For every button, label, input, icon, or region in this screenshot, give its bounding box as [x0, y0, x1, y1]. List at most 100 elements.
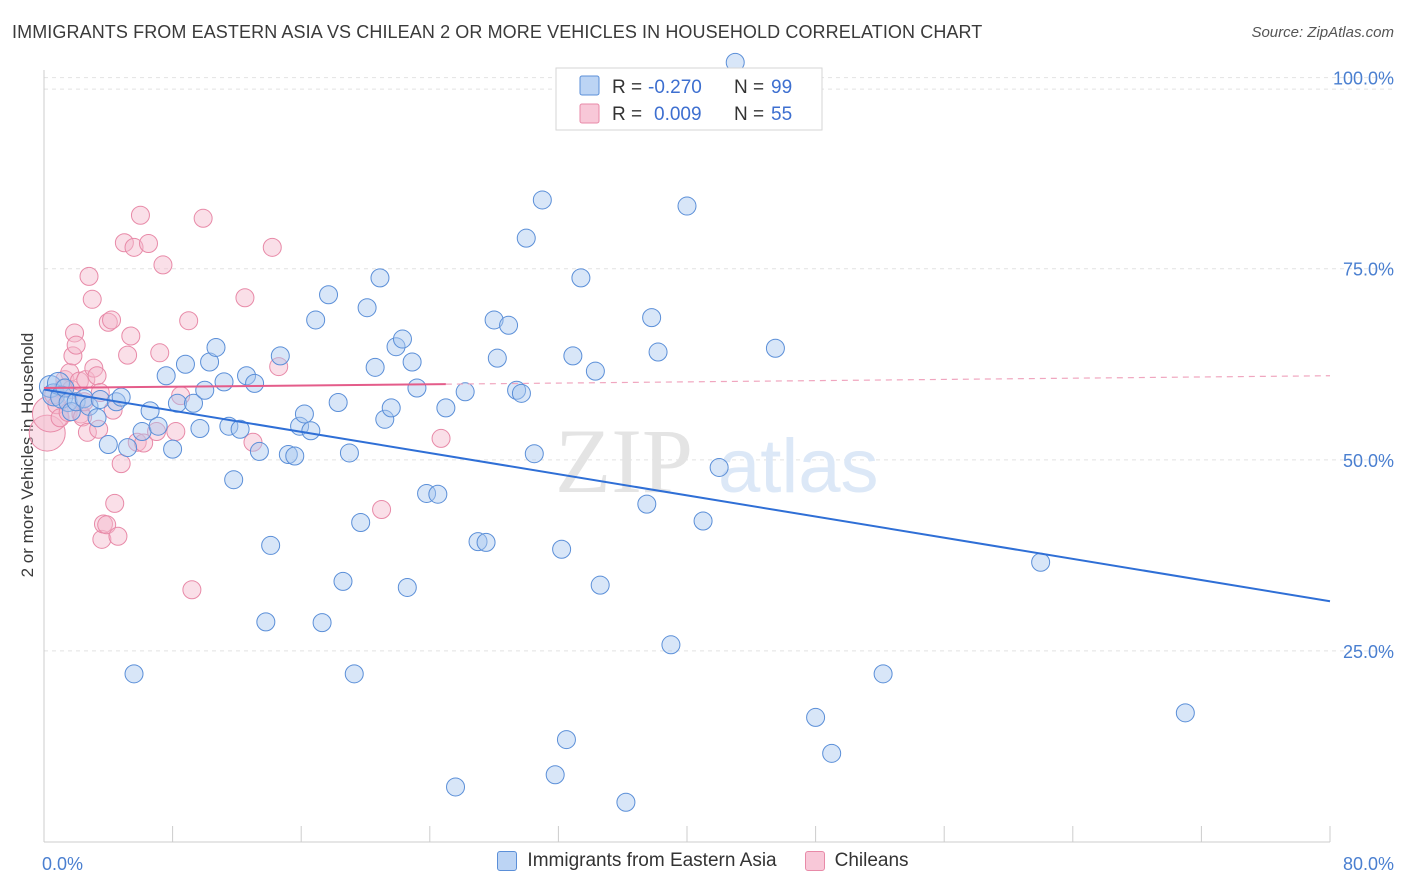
point-eastern-asia — [637, 494, 657, 514]
trend-lines — [43, 375, 1331, 603]
point-eastern-asia — [357, 298, 377, 318]
point-eastern-asia — [556, 730, 576, 750]
point-eastern-asia — [175, 354, 195, 374]
legend-r-label-1: R = — [612, 77, 642, 98]
point-chileans — [262, 237, 282, 257]
eastern-asia-points — [38, 52, 1195, 812]
point-eastern-asia — [402, 352, 422, 372]
point-chileans — [243, 432, 263, 452]
point-eastern-asia — [563, 346, 583, 366]
point-eastern-asia — [319, 285, 339, 305]
trend-line-chileans-extension — [445, 375, 1331, 385]
point-eastern-asia — [285, 446, 305, 466]
point-chileans — [28, 414, 66, 452]
point-eastern-asia — [224, 470, 244, 490]
point-chileans — [87, 366, 107, 386]
point-eastern-asia — [256, 612, 276, 632]
trend-line-eastern-asia — [43, 388, 1331, 603]
point-chileans — [111, 454, 131, 474]
legend-n-label-1: N = — [734, 77, 764, 98]
legend-n-label-2: N = — [734, 104, 764, 125]
y-tick-label: 25.0% — [1343, 642, 1394, 662]
point-eastern-asia — [214, 372, 234, 392]
point-eastern-asia — [294, 404, 314, 424]
point-chileans — [166, 422, 186, 442]
point-chileans — [121, 326, 141, 346]
point-chileans — [108, 526, 128, 546]
point-eastern-asia — [249, 441, 269, 461]
point-eastern-asia — [1031, 552, 1051, 572]
legend-swatch-eastern-asia — [497, 851, 518, 871]
point-eastern-asia — [306, 310, 326, 330]
point-eastern-asia — [511, 383, 531, 403]
point-eastern-asia — [237, 366, 257, 386]
point-eastern-asia — [375, 409, 395, 429]
point-chileans — [179, 311, 199, 331]
point-chileans — [372, 500, 392, 520]
point-eastern-asia — [516, 228, 536, 248]
point-eastern-asia — [524, 444, 544, 464]
point-chileans — [66, 335, 86, 355]
point-eastern-asia — [365, 357, 385, 377]
point-eastern-asia — [487, 348, 507, 368]
point-eastern-asia — [765, 338, 785, 358]
point-eastern-asia — [200, 352, 220, 372]
point-chileans — [150, 343, 170, 363]
point-eastern-asia — [499, 315, 519, 335]
point-eastern-asia — [648, 342, 668, 362]
point-eastern-asia — [677, 196, 697, 216]
point-eastern-asia — [312, 613, 332, 633]
point-eastern-asia — [124, 664, 144, 684]
point-eastern-asia — [822, 743, 842, 763]
y-tick-label: 100.0% — [1333, 69, 1394, 89]
point-eastern-asia — [344, 664, 364, 684]
watermark: ZIP atlas — [555, 410, 879, 512]
point-eastern-asia — [156, 366, 176, 386]
point-chileans — [235, 288, 255, 308]
point-chileans — [92, 529, 112, 549]
watermark-atlas: atlas — [718, 424, 879, 509]
x-tick-label-max: 80.0% — [1343, 854, 1394, 874]
point-eastern-asia — [301, 421, 321, 441]
legend-swatch-chileans — [804, 851, 825, 871]
point-eastern-asia — [446, 777, 466, 797]
point-chileans — [102, 310, 122, 330]
legend-n-value-1: 99 — [771, 77, 792, 98]
point-eastern-asia — [590, 575, 610, 595]
grid-lines — [44, 77, 1392, 652]
point-eastern-asia — [386, 337, 406, 357]
y-tick-label: 50.0% — [1343, 451, 1394, 471]
legend-r-label-2: R = — [612, 104, 642, 125]
point-eastern-asia — [642, 308, 662, 328]
y-tick-label: 75.0% — [1343, 260, 1394, 280]
point-eastern-asia — [190, 418, 210, 438]
point-chileans — [79, 266, 99, 286]
point-eastern-asia — [709, 457, 729, 477]
point-chileans — [124, 237, 144, 257]
point-eastern-asia — [278, 444, 298, 464]
point-eastern-asia — [476, 532, 496, 552]
point-eastern-asia — [230, 419, 250, 439]
point-eastern-asia — [245, 373, 265, 393]
point-eastern-asia — [661, 635, 681, 655]
point-eastern-asia — [428, 484, 448, 504]
point-eastern-asia — [693, 511, 713, 531]
point-eastern-asia — [339, 443, 359, 463]
point-chileans — [82, 289, 102, 309]
point-eastern-asia — [381, 398, 401, 418]
x-tick-label-min: 0.0% — [42, 854, 83, 874]
point-eastern-asia — [328, 392, 348, 412]
point-eastern-asia — [118, 438, 138, 458]
point-eastern-asia — [407, 378, 427, 398]
point-eastern-asia — [163, 439, 183, 459]
point-eastern-asia — [585, 361, 605, 381]
legend-swatch-blue — [579, 75, 600, 96]
point-eastern-asia — [571, 268, 591, 288]
point-eastern-asia — [552, 539, 572, 559]
point-eastern-asia — [261, 535, 281, 555]
point-eastern-asia — [87, 408, 107, 428]
point-eastern-asia — [206, 337, 226, 357]
point-chileans — [105, 493, 125, 513]
legend-r-value-1: -0.270 — [648, 77, 702, 98]
point-eastern-asia — [397, 577, 417, 597]
